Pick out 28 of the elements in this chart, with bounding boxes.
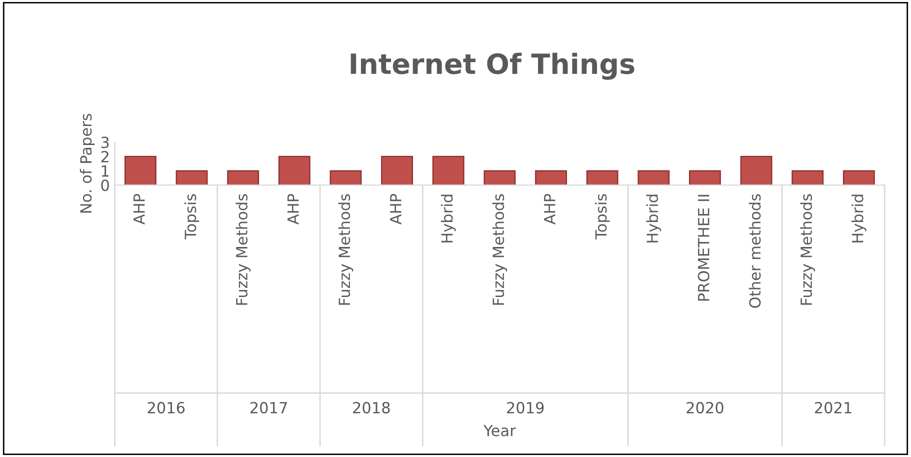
x-tick-label: Topsis [184,194,200,240]
y-axis-title: No. of Papers [80,114,95,213]
x-tick-label: AHP [287,194,299,224]
x-tick-label: Hybrid [852,194,866,242]
x-tick-label: AHP [134,194,145,224]
x-tick-label: Topsis [594,194,610,240]
x-tick-label: Fuzzy Methods [236,194,250,305]
y-tick-label: 2 [101,150,108,162]
text: 2021 [814,402,852,414]
text: 2019 [507,402,544,414]
x-tick-label: Other methods [748,194,761,308]
x-tick-label: Fuzzy Methods [338,194,354,305]
text: Year [483,424,516,436]
chart-title: Internet Of Things [350,52,634,80]
x-tick-label: AHP [544,194,556,224]
text: 2020 [686,402,724,414]
x-tick-label: Fuzzy Methods [492,194,508,305]
y-tick-label: 1 [102,165,109,177]
x-tick-label: Hybrid [440,194,456,242]
x-tick-label: PROMETHEE II [698,194,710,301]
y-tick-label: 0 [101,180,109,192]
x-tick-label: Fuzzy Methods [800,194,815,305]
x-tick-label: Hybrid [646,194,662,242]
x-tick-label: AHP [390,194,402,224]
text: 2018 [353,402,390,414]
text: 2017 [250,402,287,414]
y-tick-label: 3 [101,136,109,148]
text: 2016 [148,402,185,414]
